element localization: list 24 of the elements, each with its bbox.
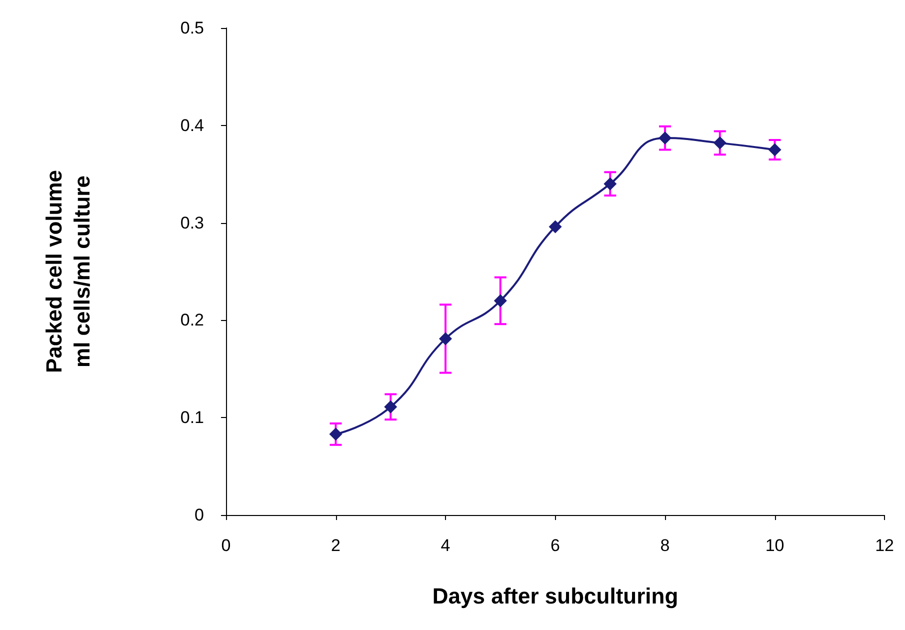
x-tick-label: 2: [331, 536, 340, 555]
y-tick-label: 0.4: [180, 116, 204, 135]
x-tick-label: 12: [875, 536, 894, 555]
y-tick-label: 0.1: [180, 408, 204, 428]
point: [548, 220, 562, 234]
y-tick-label: 0: [194, 506, 204, 524]
x-tick-label: 6: [550, 536, 560, 555]
point: [604, 177, 617, 190]
point: [768, 143, 782, 156]
point: [713, 136, 726, 150]
y-tick-label: 0.3: [180, 213, 204, 232]
point: [384, 400, 398, 414]
point: [494, 294, 507, 308]
point: [439, 332, 452, 346]
x-tick-label: 10: [765, 536, 784, 555]
x-tick-label: 4: [440, 536, 450, 555]
point: [658, 132, 672, 145]
point: [329, 428, 342, 441]
x-tick-label: 8: [660, 536, 670, 555]
y-tick-label: 0.2: [180, 310, 204, 330]
y-tick-label: 0.5: [180, 18, 204, 38]
x-axis-title: Days after subculturing: [432, 584, 678, 608]
y-axis-title: Packed cell volume ml cells/ml culture: [42, 170, 94, 373]
x-tick-label: 0: [221, 536, 231, 555]
